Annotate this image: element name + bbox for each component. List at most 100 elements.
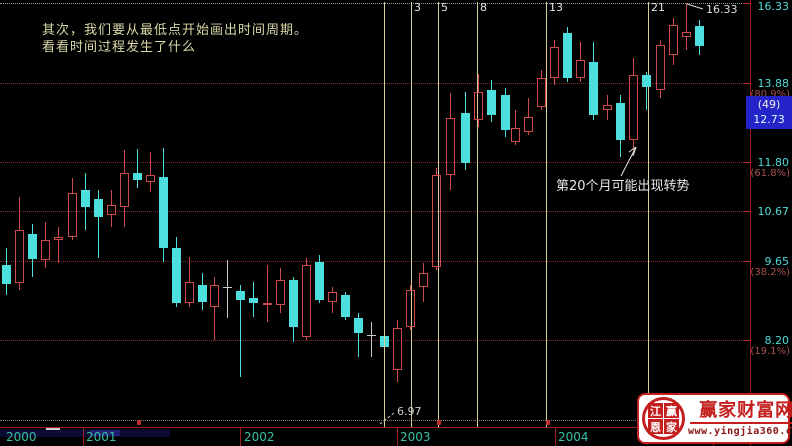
grid-line [0, 261, 746, 262]
grid-line [0, 420, 746, 421]
candle-body-up [537, 78, 546, 107]
candle-wick [478, 120, 479, 127]
candle-body-down [616, 103, 625, 140]
year-separator-tick [83, 427, 84, 446]
candle-wick [6, 284, 7, 295]
candle-wick [450, 175, 451, 190]
candle-body-down [172, 248, 181, 303]
logo-text-block: 赢家财富网 www.yingjia360.com [685, 400, 792, 437]
candle-wick [227, 287, 228, 318]
yingjia-watermark-logo[interactable]: 江 赢 恩 家 赢家财富网 www.yingjia360.com [637, 393, 792, 444]
candle-body-down [236, 291, 245, 300]
candle-wick [58, 227, 59, 237]
candle-body-up [302, 265, 311, 337]
candle-wick [436, 267, 437, 270]
grid-line [0, 211, 746, 212]
year-label: 2002 [244, 430, 275, 444]
candle-wick [515, 142, 516, 145]
candle-wick [358, 333, 359, 357]
candle-wick [58, 240, 59, 263]
candle-wick [137, 149, 138, 173]
price-axis-tick [743, 162, 751, 163]
candle-body-down [695, 26, 704, 46]
candle-body-up [54, 237, 63, 240]
price-axis-label: 16.33 [757, 0, 790, 13]
candle-wick [371, 322, 372, 335]
candle-wick [72, 237, 73, 240]
candle-wick [673, 55, 674, 65]
artifact-smudge [0, 429, 170, 437]
commentary-line-1: 其次，我们要从最低点开始画出时间周期。 [42, 23, 309, 38]
candle-wick [253, 282, 254, 298]
candle-body-up [263, 303, 272, 305]
candle-wick [673, 18, 674, 25]
candle-wick [214, 277, 215, 285]
candle-body-down [81, 190, 90, 207]
candle-wick [85, 173, 86, 190]
candle-wick [541, 107, 542, 110]
candle-wick [6, 248, 7, 265]
commentary-line-2: 看看时间过程发生了什么 [42, 40, 197, 55]
candle-wick [423, 263, 424, 273]
candle-body-up [68, 193, 77, 237]
fib-time-label: 3 [414, 1, 421, 14]
low-price-callout: 6.97 [397, 405, 422, 418]
candle-wick [163, 148, 164, 177]
candle-wick [423, 287, 424, 302]
candle-body-down [249, 298, 258, 303]
event-marker-icon [437, 420, 441, 425]
candle-body-down [461, 113, 470, 163]
candle-wick [306, 337, 307, 340]
candle-body-up [328, 292, 337, 302]
site-url[interactable]: www.yingjia360.com [688, 426, 792, 437]
candle-wick [150, 182, 151, 192]
candle-wick [253, 303, 254, 317]
grid-line [0, 83, 746, 84]
retracement-pct-label: (19.1%) [750, 346, 790, 357]
candle-wick [280, 268, 281, 280]
candle-wick [345, 292, 346, 295]
price-axis-label: 9.65 [764, 255, 790, 268]
price-axis-label: 13.88 [757, 77, 790, 90]
candle-wick [137, 180, 138, 188]
price-axis-tick [743, 340, 751, 341]
retracement-pct-label: (38.2%) [750, 267, 790, 278]
candle-wick [686, 3, 687, 32]
candle-body-up [550, 47, 559, 78]
candle-wick [293, 277, 294, 280]
candle-wick [528, 98, 529, 117]
candle-wick [620, 140, 621, 157]
candle-wick [528, 132, 529, 135]
price-axis-label: 10.67 [757, 205, 790, 218]
candle-wick [397, 370, 398, 382]
candle-body-up [146, 175, 155, 182]
candle-wick [465, 163, 466, 170]
candle-wick [410, 327, 411, 330]
candle-wick [607, 95, 608, 105]
date-axis-line [0, 427, 792, 428]
candle-wick [124, 207, 125, 227]
candle-body-up [432, 175, 441, 267]
candle-wick [293, 327, 294, 342]
gann-seal-icon: 江 赢 恩 家 [642, 397, 685, 440]
fib-time-line [546, 2, 547, 427]
candle-body-down [315, 262, 324, 300]
fib-time-line [384, 2, 385, 427]
candle-wick [633, 58, 634, 75]
candle-wick [189, 303, 190, 307]
candle-wick [85, 207, 86, 230]
grid-line [0, 340, 746, 341]
candle-body-down [159, 177, 168, 248]
candle-wick [633, 140, 634, 150]
peak-price-callout: 16.33 [706, 3, 738, 16]
candle-body-up [406, 290, 415, 327]
candle-body-up [210, 285, 219, 307]
candle-wick [580, 42, 581, 60]
candle-wick [554, 78, 555, 85]
candle-wick [176, 237, 177, 248]
reversal-annotation: 第20个月可能出现转势 [556, 179, 690, 194]
candle-wick [646, 72, 647, 75]
candle-wick [176, 303, 177, 307]
